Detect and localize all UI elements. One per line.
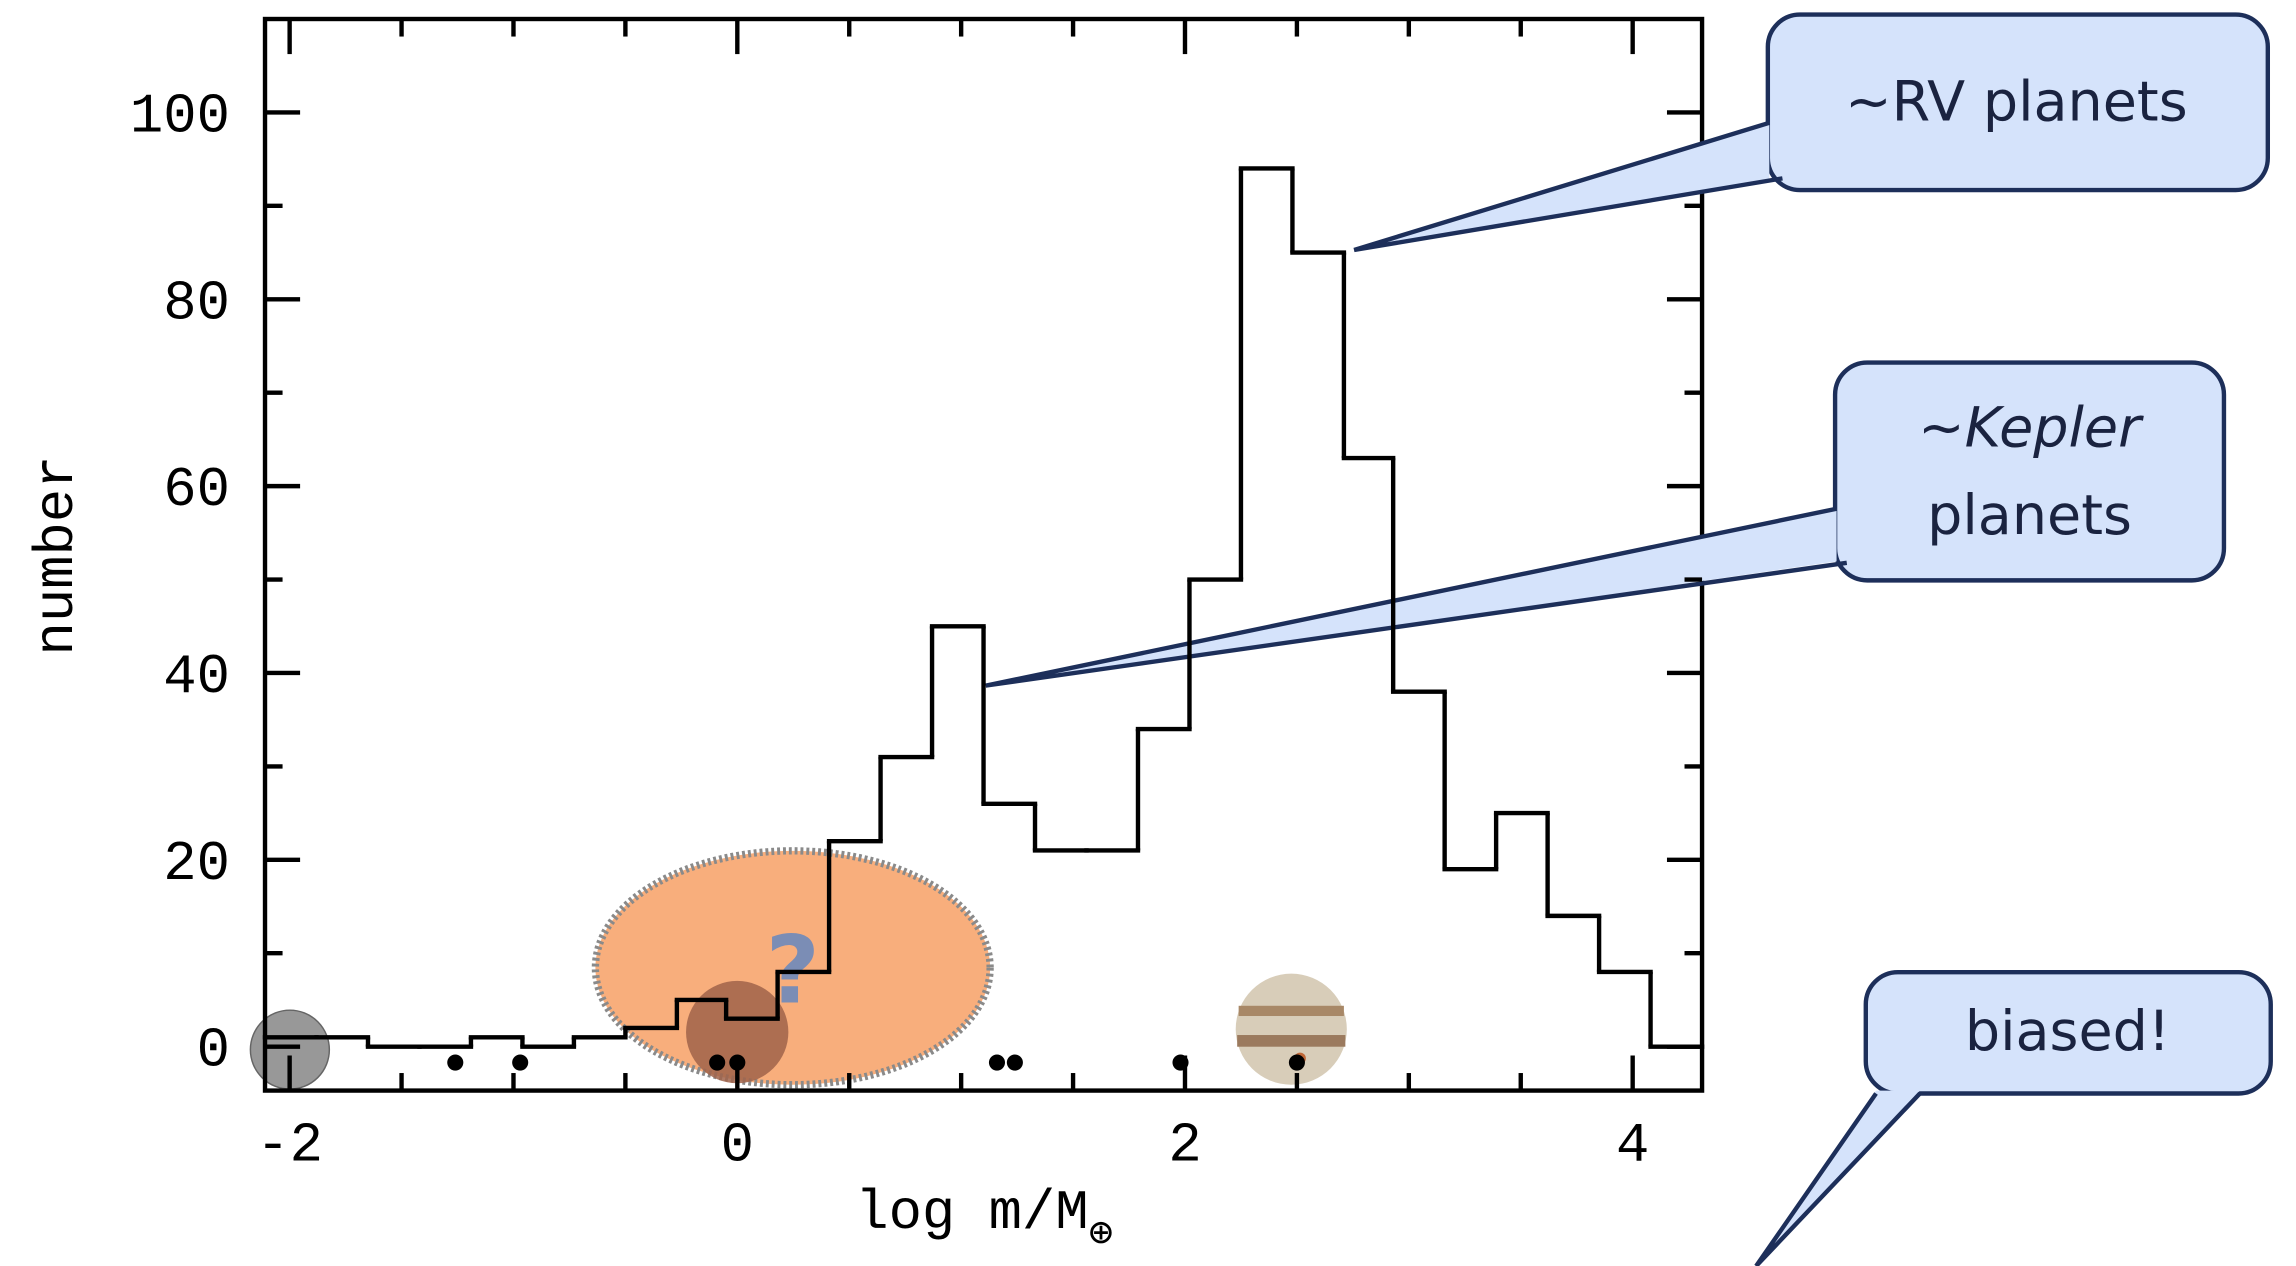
callout-text: biased! <box>1965 999 2170 1064</box>
y-tick-label: 40 <box>163 646 230 709</box>
x-axis-label: log m/M⊕ <box>855 1182 1113 1259</box>
x-tick-label: 0 <box>721 1115 754 1178</box>
y-tick-label: 20 <box>163 833 230 896</box>
planet-point <box>989 1055 1005 1071</box>
x-tick-label: 2 <box>1168 1115 1201 1178</box>
planet-point <box>447 1055 463 1071</box>
callout-text: ~RV planets <box>1845 69 2188 134</box>
y-axis-label: number <box>26 456 89 656</box>
planet-point <box>709 1055 725 1071</box>
y-tick-label: 100 <box>130 85 230 148</box>
callout-kepler: ~Kepler planets <box>986 363 2224 686</box>
callout-biased: biased! <box>1756 972 2271 1266</box>
planet-point <box>512 1055 528 1071</box>
planet-point <box>1007 1055 1023 1071</box>
x-tick-label: 4 <box>1616 1115 1649 1178</box>
planet-point <box>729 1055 745 1071</box>
chart: ? log m/M⊕ number ~RV planets ~Kepler pl… <box>0 0 2296 1266</box>
planet-point <box>1289 1055 1305 1071</box>
callout-text: planets <box>1927 483 2132 548</box>
y-tick-label: 60 <box>163 459 230 522</box>
callout-text: ~Kepler <box>1918 395 2144 460</box>
callout-rv: ~RV planets <box>1354 15 2268 250</box>
y-tick-label: 80 <box>163 272 230 335</box>
y-tick-label: 0 <box>197 1020 230 1083</box>
planet-point <box>1172 1055 1188 1071</box>
x-tick-label: -2 <box>256 1115 323 1178</box>
